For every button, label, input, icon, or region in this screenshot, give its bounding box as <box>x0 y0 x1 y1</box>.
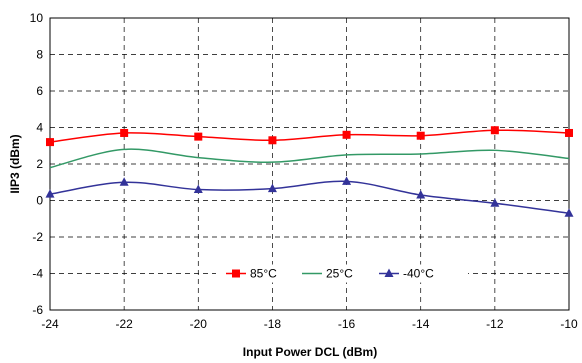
x-tick-label: -20 <box>190 317 208 331</box>
data-point <box>119 177 129 186</box>
y-tick-labels: -6 -4 -2 0 2 4 6 8 10 <box>30 11 44 317</box>
data-point <box>565 128 573 137</box>
y-tick-label: -6 <box>32 303 43 317</box>
series-group <box>45 126 574 217</box>
grid-lines <box>50 18 569 310</box>
data-point <box>490 126 499 135</box>
x-tick-label: -14 <box>412 317 430 331</box>
y-tick-label: 6 <box>36 84 43 98</box>
y-tick-label: 8 <box>36 48 43 62</box>
data-point <box>342 130 351 139</box>
y-tick-label: 2 <box>36 157 43 171</box>
data-point <box>193 184 203 194</box>
series-1 <box>49 148 570 169</box>
data-point <box>267 183 277 193</box>
series-0 <box>46 126 573 147</box>
legend-marker <box>384 268 394 277</box>
y-axis-title: IIP3 (dBm) <box>8 134 22 193</box>
data-point <box>120 128 129 137</box>
data-point <box>194 132 203 141</box>
series-line <box>49 129 570 143</box>
x-axis-title: Input Power DCL (dBm) <box>243 345 377 359</box>
legend: 85°C 25°C -40°C <box>216 264 468 283</box>
data-point <box>342 176 352 185</box>
x-tick-label: -12 <box>486 317 504 331</box>
x-tick-label: -10 <box>560 317 578 331</box>
y-tick-label: -2 <box>32 230 43 244</box>
y-tick-label: 0 <box>36 194 43 208</box>
legend-label: 25°C <box>326 267 353 281</box>
legend-marker <box>232 269 240 278</box>
y-tick-label: 4 <box>36 121 43 135</box>
legend-box <box>216 264 468 283</box>
data-point <box>45 189 55 198</box>
series-line <box>49 180 570 215</box>
x-tick-label: -16 <box>338 317 356 331</box>
x-tick-label: -24 <box>41 317 59 331</box>
data-point <box>416 131 425 140</box>
x-tick-label: -18 <box>264 317 282 331</box>
legend-label: -40°C <box>403 267 434 281</box>
data-point <box>46 138 54 147</box>
data-point <box>268 136 277 145</box>
y-tick-label: 10 <box>30 11 44 25</box>
data-point <box>564 208 574 217</box>
data-point <box>490 198 500 207</box>
data-point <box>416 190 426 199</box>
y-tick-label: -4 <box>32 267 43 281</box>
series-2 <box>45 176 574 217</box>
x-tick-label: -22 <box>115 317 133 331</box>
x-tick-labels: -24 -22 -20 -18 -16 -14 -12 -10 <box>41 317 578 331</box>
series-line <box>49 148 570 169</box>
legend-label: 85°C <box>250 267 277 281</box>
